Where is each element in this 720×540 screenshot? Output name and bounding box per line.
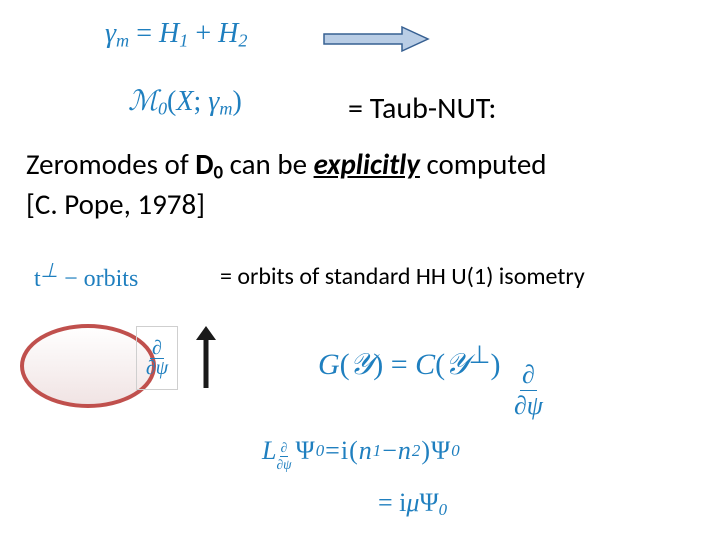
sub-m: m — [116, 31, 129, 51]
G-Y: 𝒴 — [350, 348, 374, 381]
pf-den: ∂ψ — [144, 359, 170, 378]
L1-minus: − — [382, 436, 397, 466]
zm-Dsub: 0 — [214, 162, 224, 185]
sym-plus: + — [195, 18, 218, 49]
zm-cite: [C. Pope, 1978] — [26, 186, 205, 222]
oe-t: t — [34, 266, 41, 292]
sym-M: ℳ — [128, 86, 158, 117]
L1-n2: n — [398, 436, 411, 466]
partial-frac: ∂ ∂ψ — [144, 339, 170, 378]
G-rp2: ) — [490, 348, 500, 381]
L1-rp: ) — [421, 436, 430, 466]
orbits-description: = orbits of standard HH U(1) isometry — [220, 262, 585, 291]
G-frac-num: ∂ — [520, 360, 537, 391]
L1-i: i — [341, 436, 348, 466]
G-lp2: ( — [435, 348, 445, 381]
L2-Psi: Ψ — [419, 488, 438, 517]
equation-moduli: ℳ0(X; γm) — [128, 84, 242, 120]
L1-psub: 0 — [316, 441, 324, 461]
G-eq: = — [383, 348, 415, 381]
sub-m2: m — [219, 99, 232, 119]
G-frac-den: ∂ψ — [512, 391, 545, 421]
equation-G: G(𝒴) = C(𝒴⊥) ∂ ∂ψ — [318, 340, 545, 421]
equation-L-line1: L ∂ ∂ψ Ψ0 = i(n1 − n2)Ψ0 — [262, 434, 460, 467]
sym-equals: = — [136, 18, 159, 49]
L2-psub: 0 — [439, 500, 447, 519]
G-perp: ⊥ — [469, 342, 491, 369]
sub-1: 1 — [179, 31, 188, 51]
L1-Psi2: Ψ — [431, 436, 450, 466]
oe-sup: ⊥ — [41, 260, 58, 282]
oe-minus: − — [58, 266, 84, 292]
sym-H2: H — [218, 18, 238, 49]
zm-p1: Zeromodes of — [26, 146, 195, 182]
taub-text: Taub-NUT: — [370, 90, 497, 127]
L1-psub2: 0 — [451, 441, 459, 461]
G-frac: ∂ ∂ψ — [512, 360, 545, 421]
equation-t-orbits: t⊥ − orbits — [34, 258, 138, 293]
taub-prefix: = — [348, 90, 370, 127]
G-C: C — [415, 348, 435, 381]
ot-text: = orbits of standard HH U(1) isometry — [220, 262, 585, 291]
L1-Psi: Ψ — [296, 436, 315, 466]
lparen: ( — [167, 86, 176, 117]
L2-eq: = — [378, 488, 399, 517]
L1-sf-den: ∂ψ — [275, 457, 292, 473]
right-arrow-icon — [322, 24, 432, 54]
G-rp: ) — [373, 348, 383, 381]
sym-X: X — [176, 86, 193, 117]
sub-0: 0 — [158, 99, 167, 119]
L1-s2: 2 — [412, 441, 420, 461]
partial-psi-box: ∂ ∂ψ — [136, 326, 178, 390]
sub-2: 2 — [238, 31, 247, 51]
G-Yp: 𝒴 — [445, 348, 469, 381]
taub-nut-label: = Taub-NUT: — [348, 90, 496, 127]
rparen: ) — [232, 86, 241, 117]
zm-expl: explicitly — [314, 146, 420, 182]
zm-p3: computed — [420, 146, 547, 182]
sym-H1: H — [159, 18, 179, 49]
zm-D: D — [195, 146, 213, 182]
L1-lp: ( — [349, 436, 358, 466]
zeromodes-text: Zeromodes of D0 can be explicitly comput… — [26, 146, 546, 223]
L1-L: L — [262, 436, 276, 466]
G-lp: ( — [340, 348, 350, 381]
oe-orbits: orbits — [84, 266, 139, 292]
up-arrow-icon — [194, 326, 218, 390]
L2-mu: μ — [406, 488, 419, 517]
pf-num: ∂ — [150, 339, 164, 359]
L1-sf-num: ∂ — [280, 440, 289, 457]
sym-gamma: γ — [105, 18, 116, 49]
L1-eq: = — [325, 436, 340, 466]
equation-L-line2: = iμΨ0 — [378, 488, 447, 520]
L1-n1: n — [359, 436, 372, 466]
G-G: G — [318, 348, 340, 381]
semicolon: ; — [193, 86, 208, 117]
zm-p2: can be — [223, 146, 313, 182]
sym-gamma2: γ — [208, 86, 219, 117]
equation-gamma: γm = H1 + H2 — [105, 18, 247, 52]
L1-subfrac: ∂ ∂ψ — [275, 440, 292, 473]
L1-s1: 1 — [373, 441, 381, 461]
